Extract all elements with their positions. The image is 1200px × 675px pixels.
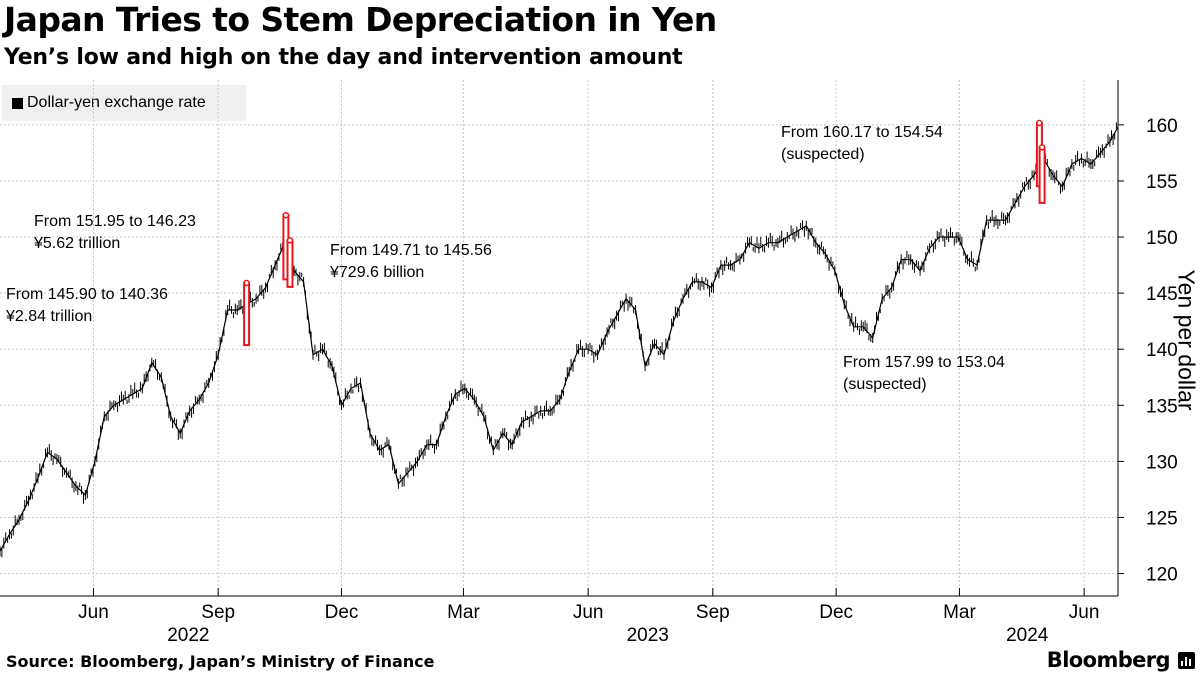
y-tick-label-135: 135: [1146, 396, 1178, 417]
x-tick-label-2023-12-01: Dec: [819, 602, 853, 623]
year-label-2022: 2022: [167, 625, 209, 646]
x-tick-label-2023-06-01: Jun: [573, 602, 604, 623]
x-tick-label-2022-12-01: Dec: [325, 602, 359, 623]
series-line-0: [0, 126, 1119, 552]
chart-subtitle: Yen’s low and high on the day and interv…: [4, 45, 683, 70]
intervention-bar-1: [243, 282, 251, 347]
annotation-1-line-2: ¥2.84 trillion: [6, 308, 93, 325]
annotation-5: From 157.99 to 153.04 (suspected): [843, 352, 1005, 396]
intervention-high-marker-1: [243, 279, 250, 287]
y-axis-label: Yen per dollar: [1173, 269, 1200, 411]
intervention-high-marker-3: [286, 237, 294, 244]
y-tick-label-155: 155: [1146, 172, 1178, 193]
intervention-high-marker-4: [1036, 119, 1043, 127]
legend: Dollar-yen exchange rate: [2, 85, 246, 121]
intervention-high-marker-5: [1038, 144, 1046, 151]
chart-title: Japan Tries to Stem Depreciation in Yen: [4, 0, 717, 39]
annotation-1-line-1: From 145.90 to 140.36: [6, 286, 168, 303]
x-tick-label-2022-06-01: Jun: [78, 602, 109, 623]
x-tick-label-2023-09-01: Sep: [696, 602, 730, 623]
annotation-3-line-2: ¥729.6 billion: [330, 264, 425, 281]
intervention-high-marker-2: [282, 211, 290, 219]
bloomberg-chart-icon: [1178, 652, 1195, 669]
y-tick-label-160: 160: [1146, 116, 1178, 137]
y-tick-label-150: 150: [1146, 228, 1178, 249]
annotation-4-line-1: From 160.17 to 154.54: [781, 124, 943, 141]
x-tick-label-2022-09-01: Sep: [201, 602, 235, 623]
annotation-4: From 160.17 to 154.54 (suspected): [781, 122, 943, 166]
y-tick-label-120: 120: [1146, 565, 1178, 586]
annotation-4-line-2: (suspected): [781, 146, 865, 163]
intervention-bar-3: [286, 239, 294, 288]
annotation-2-line-1: From 151.95 to 146.23: [34, 213, 196, 230]
year-label-2023: 2023: [627, 625, 669, 646]
brand-logo-text: Bloomberg: [1046, 648, 1171, 672]
annotation-5-line-1: From 157.99 to 153.04: [843, 354, 1005, 371]
x-tick-label-2023-03-01: Mar: [447, 602, 480, 623]
annotation-1: From 145.90 to 140.36 ¥2.84 trillion: [6, 284, 168, 328]
y-tick-label-145: 145: [1146, 284, 1178, 305]
x-tick-label-2024-03-01: Mar: [943, 602, 976, 623]
annotation-3: From 149.71 to 145.56 ¥729.6 billion: [330, 240, 492, 284]
y-tick-label-125: 125: [1146, 508, 1178, 529]
annotation-3-line-1: From 149.71 to 145.56: [330, 242, 492, 259]
annotation-5-line-2: (suspected): [843, 376, 927, 393]
y-tick-label-140: 140: [1146, 340, 1178, 361]
x-tick-label-2024-06-01: Jun: [1069, 602, 1100, 623]
annotation-2-line-2: ¥5.62 trillion: [34, 235, 121, 252]
y-tick-label-130: 130: [1146, 452, 1178, 473]
year-label-2024: 2024: [1006, 625, 1049, 646]
intervention-bar-5: [1038, 146, 1046, 204]
source-note: Source: Bloomberg, Japan’s Ministry of F…: [6, 652, 435, 671]
legend-swatch: [12, 97, 23, 109]
annotation-2: From 151.95 to 146.23 ¥5.62 trillion: [34, 211, 196, 255]
legend-label: Dollar-yen exchange rate: [27, 94, 206, 111]
